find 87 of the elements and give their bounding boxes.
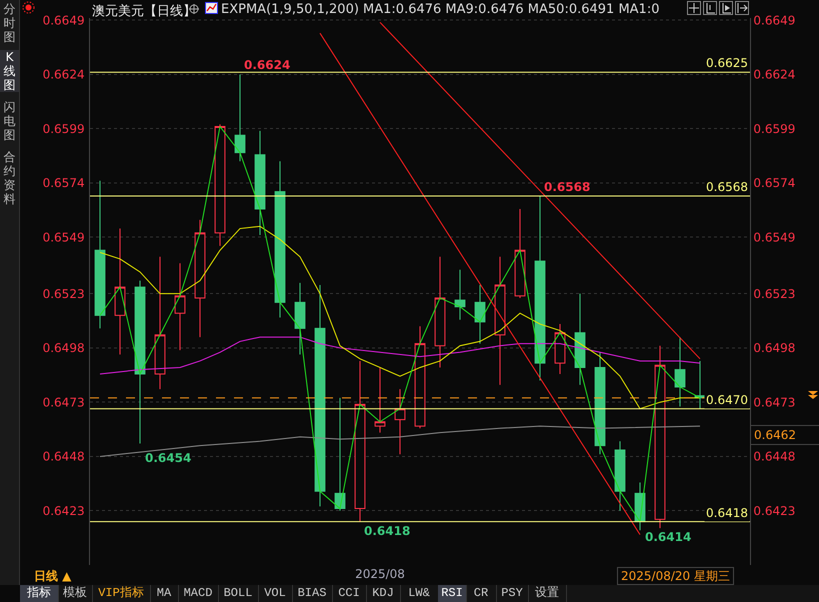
text: K线图 — [0, 50, 19, 92]
candlestick — [534, 195, 546, 381]
text: 闪电图 — [2, 100, 16, 142]
y-tick-label: 0.6574 — [42, 176, 85, 190]
y-tick-label: 0.6448 — [42, 450, 85, 464]
text: 合约资料 — [2, 150, 16, 206]
y-tick-label: 0.6498 — [42, 341, 85, 356]
candlestick — [174, 262, 186, 351]
candlestick — [154, 256, 166, 390]
annotation: 0.6414 — [645, 530, 692, 544]
text: PSY — [496, 585, 529, 602]
text: LW& — [400, 585, 439, 602]
candlestick — [234, 74, 246, 162]
candlestick — [114, 228, 126, 355]
candlestick — [454, 269, 466, 320]
y-tick-label: 0.6549 — [42, 230, 85, 244]
candlestick — [94, 180, 106, 329]
text: VOL — [258, 585, 293, 602]
text: RSI — [438, 585, 467, 602]
ref-line-label: 0.6418 — [706, 506, 748, 520]
text: 分时图 — [2, 2, 16, 44]
candlestick — [354, 360, 366, 522]
candlestick — [414, 326, 426, 429]
candlestick — [194, 219, 206, 338]
candlestick — [294, 282, 306, 355]
candlestick — [474, 284, 486, 344]
annotation: 0.6454 — [145, 451, 192, 465]
candlestick — [494, 256, 506, 386]
candlestick — [434, 256, 446, 368]
text: VIP指标 — [92, 585, 151, 602]
candlestick — [674, 336, 686, 408]
line-series — [100, 126, 700, 522]
ref-line-label: 0.6568 — [706, 180, 748, 194]
text: CR — [466, 585, 497, 602]
text: 指标 — [20, 585, 59, 602]
y2-tick-label: 0.6649 — [753, 13, 796, 28]
chart-title: 澳元美元【日线】 — [92, 3, 196, 20]
candlestick — [274, 160, 286, 318]
text: KDJ — [366, 585, 401, 602]
line-series — [100, 336, 700, 374]
ref-line-label: 0.6470 — [706, 393, 748, 407]
candlestick — [374, 366, 386, 434]
y2-tick-label: 0.6574 — [753, 176, 796, 190]
y2-tick-label: 0.6549 — [753, 230, 796, 244]
text: MA — [150, 585, 179, 602]
text: 0.6462 — [750, 425, 819, 445]
candlestick — [214, 124, 226, 246]
y-tick-label: 0.6649 — [42, 13, 85, 28]
candlestick — [254, 130, 266, 236]
candlestick — [614, 440, 626, 512]
text: 日线 ▲ — [34, 568, 72, 585]
chart-subtitle: EXPMA(1,9,50,1,200) MA1:0.6476 MA9:0.6476 MA50:0.6491 MA1:0 — [221, 2, 660, 17]
candlestick — [394, 388, 406, 455]
y2-tick-label: 0.6523 — [753, 286, 796, 301]
text: BOLL — [218, 585, 259, 602]
candlestick — [654, 345, 666, 529]
y-tick-label: 0.6599 — [42, 122, 85, 136]
candlestick — [134, 280, 146, 444]
annotation: 0.6418 — [364, 524, 410, 538]
text: BIAS — [292, 585, 333, 602]
y-tick-label: 0.6523 — [42, 286, 85, 301]
candlestick — [594, 352, 606, 455]
annotation: 0.6568 — [544, 180, 590, 194]
text: 设置 — [528, 585, 567, 602]
y2-tick-label: 0.6423 — [753, 504, 796, 518]
candlestick — [694, 360, 706, 410]
x-tick-label: 2025/08 — [355, 567, 405, 581]
text: MACD — [178, 585, 219, 602]
candlestick — [314, 284, 326, 507]
y2-tick-label: 0.6473 — [753, 395, 796, 410]
ref-line-label: 0.6625 — [706, 56, 748, 70]
y2-tick-label: 0.6448 — [753, 450, 796, 464]
candlestick — [334, 397, 346, 512]
line-series — [100, 226, 700, 410]
y-tick-label: 0.6423 — [42, 504, 85, 518]
y2-tick-label: 0.6498 — [753, 341, 796, 356]
text: 模板 — [58, 585, 93, 602]
y2-tick-label: 0.6624 — [753, 68, 796, 82]
candlestick — [574, 293, 586, 386]
text: CCI — [332, 585, 367, 602]
candlestick — [554, 324, 566, 374]
y-tick-label: 0.6473 — [42, 395, 85, 410]
y2-tick-label: 0.6599 — [753, 122, 796, 136]
text: 2025/08/20 星期三 — [617, 567, 734, 585]
y-tick-label: 0.6624 — [42, 68, 85, 82]
annotation: 0.6624 — [244, 58, 290, 72]
candlestick — [514, 208, 526, 299]
